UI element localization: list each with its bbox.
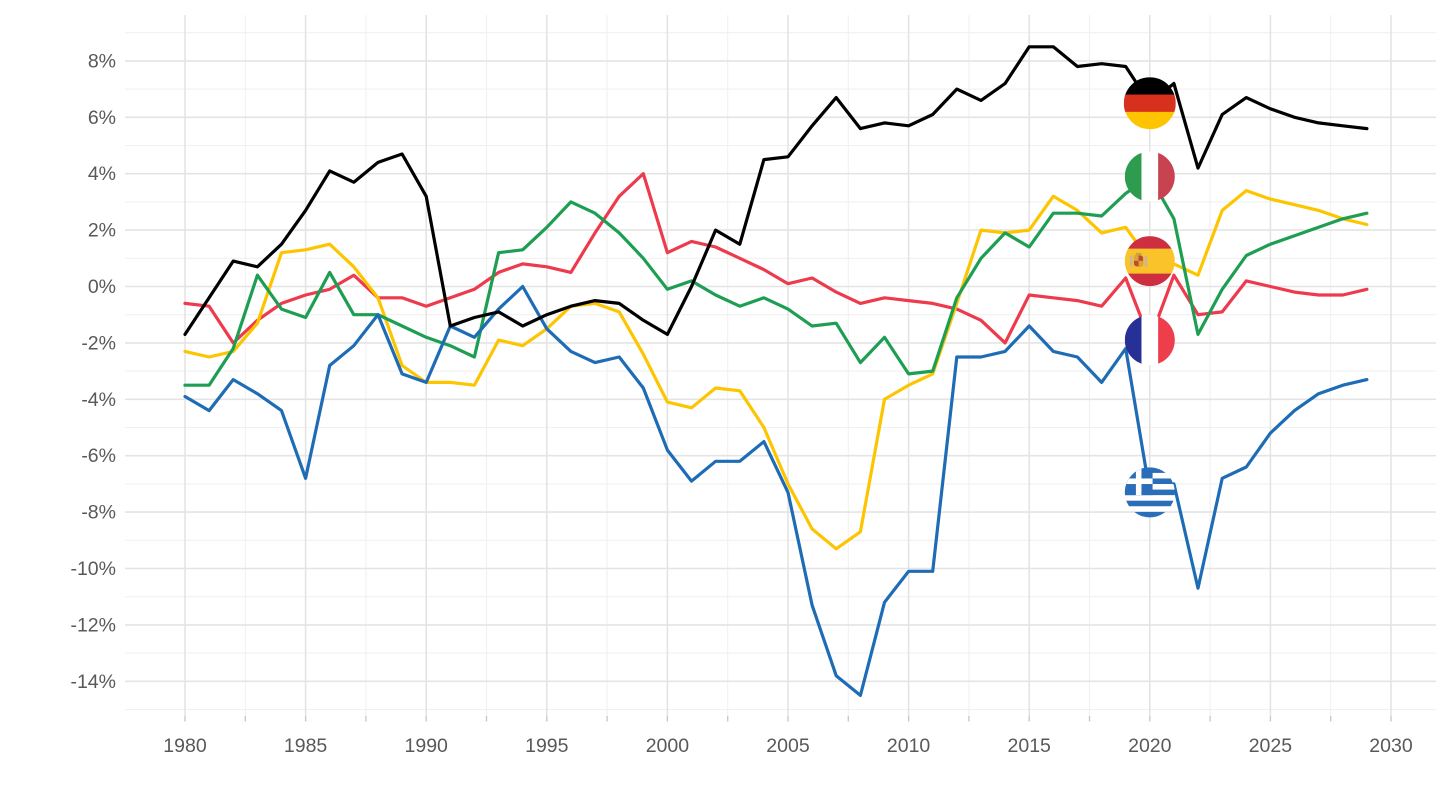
- y-axis-label: -4%: [81, 389, 116, 411]
- x-axis-label: 2025: [1249, 735, 1293, 757]
- y-axis-label: 8%: [88, 50, 116, 72]
- spain-flag-icon: [1124, 236, 1175, 287]
- germany-flag-icon: [1123, 77, 1176, 130]
- spain-line: [183, 189, 1369, 551]
- y-axis-label: 2%: [88, 220, 116, 242]
- flag-markers: [1123, 77, 1176, 518]
- y-axis-label: -10%: [70, 558, 116, 580]
- x-axis-label: 1990: [405, 735, 449, 757]
- italy-flag-icon: [1124, 151, 1175, 202]
- x-axis-ticks: [184, 716, 1392, 722]
- x-axis-label: 2030: [1369, 735, 1413, 757]
- y-axis-label: 6%: [88, 107, 116, 129]
- x-axis-label: 2000: [646, 735, 690, 757]
- x-axis-label: 2015: [1008, 735, 1052, 757]
- x-axis-label: 1985: [284, 735, 328, 757]
- x-axis-label: 2020: [1128, 735, 1172, 757]
- france-line: [183, 172, 1369, 345]
- y-axis-label: -8%: [81, 502, 116, 524]
- grid-minor: [125, 15, 1436, 716]
- greece-flag-icon: [1124, 467, 1175, 518]
- x-axis-labels: 1980 1985 1990 1995 2000 2005 2010 2015 2020 2025…: [163, 735, 1413, 757]
- x-axis-label: 2005: [766, 735, 810, 757]
- y-axis-label: -14%: [70, 671, 116, 693]
- france-flag-icon: [1124, 315, 1175, 366]
- y-axis-labels: 8% 6% 4% 2% 0% -2% -4% -6% -8% -10% -12% -14%: [70, 50, 116, 692]
- y-axis-label: -6%: [81, 445, 116, 467]
- y-axis-label: -12%: [70, 614, 116, 636]
- x-axis-label: 1995: [525, 735, 569, 757]
- grid-major: [125, 15, 1436, 716]
- greece-line: [183, 284, 1369, 697]
- x-axis-label: 2010: [887, 735, 931, 757]
- y-axis-label: -2%: [81, 332, 116, 354]
- y-axis-label: 4%: [88, 163, 116, 185]
- italy-line: [183, 174, 1369, 387]
- y-axis-label: 0%: [88, 276, 116, 298]
- x-axis-label: 1980: [163, 735, 207, 757]
